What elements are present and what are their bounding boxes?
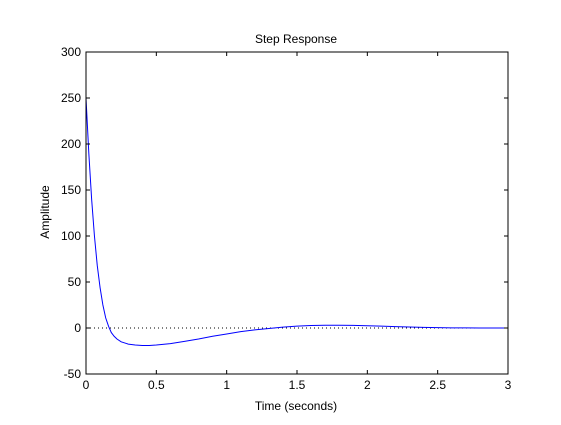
x-tick-label: 2 <box>364 378 371 392</box>
chart-title: Step Response <box>255 32 337 46</box>
x-tick-label: 3 <box>505 378 512 392</box>
y-tick-label: 200 <box>61 137 81 151</box>
y-tick-label: 150 <box>61 183 81 197</box>
x-tick-label: 0.5 <box>148 378 165 392</box>
y-axis-label: Amplitude <box>38 185 52 239</box>
y-tick-label: -50 <box>64 367 82 381</box>
y-tick-label: 100 <box>61 229 81 243</box>
x-tick-label: 2.5 <box>429 378 446 392</box>
series-line-0 <box>85 97 508 346</box>
y-tick-label: 250 <box>61 91 81 105</box>
y-tick-label: 300 <box>61 45 81 59</box>
plot-area <box>86 52 508 374</box>
y-tick-label: 0 <box>74 321 81 335</box>
x-tick-label: 0 <box>83 378 90 392</box>
x-tick-label: 1.5 <box>289 378 306 392</box>
x-tick-label: 1 <box>223 378 230 392</box>
x-axis-label: Time (seconds) <box>255 399 337 413</box>
y-tick-label: 50 <box>68 275 82 289</box>
